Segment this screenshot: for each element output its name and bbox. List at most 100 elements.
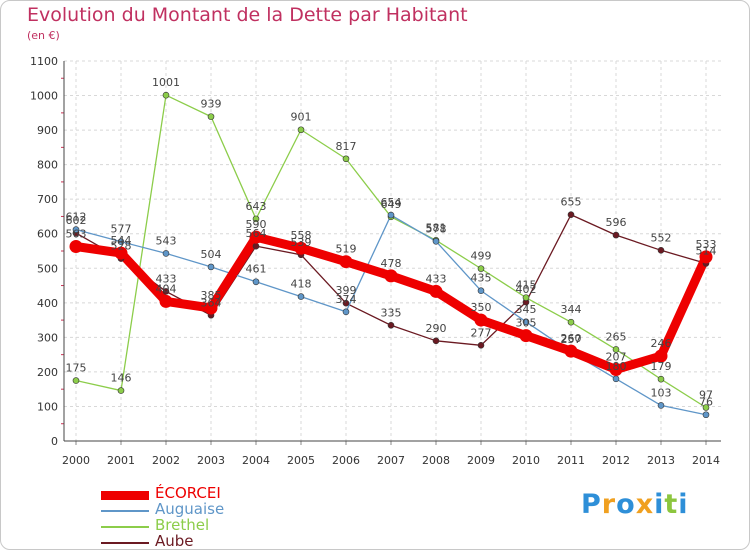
data-point xyxy=(207,113,215,120)
y-tick-label: 600 xyxy=(37,228,58,241)
data-point xyxy=(477,342,485,349)
data-point xyxy=(207,263,215,271)
data-point xyxy=(657,375,665,383)
data-point xyxy=(432,238,440,245)
data-label: 543 xyxy=(156,234,177,247)
data-label: 246 xyxy=(651,337,672,350)
data-label: 399 xyxy=(336,284,357,297)
data-label: 655 xyxy=(561,196,582,209)
logo-letter: i xyxy=(678,489,689,520)
data-point xyxy=(612,375,620,383)
data-label: 277 xyxy=(471,326,492,339)
data-point xyxy=(297,293,305,300)
x-tick-label: 2012 xyxy=(602,454,630,467)
logo-letter: t xyxy=(664,489,679,520)
data-point xyxy=(114,246,128,260)
data-label: 265 xyxy=(606,330,627,343)
chart-title: Evolution du Montant de la Dette par Hab… xyxy=(27,4,468,26)
legend-swatch xyxy=(101,526,149,528)
data-label: 514 xyxy=(696,244,717,257)
data-label: 103 xyxy=(651,386,672,399)
data-point xyxy=(564,344,578,358)
data-point xyxy=(387,321,395,329)
data-label: 175 xyxy=(66,362,87,375)
data-point xyxy=(702,404,710,411)
logo-letter: r xyxy=(601,489,617,520)
data-label: 578 xyxy=(426,222,447,235)
x-tick-label: 2000 xyxy=(62,454,90,467)
logo-letter: i xyxy=(654,489,665,520)
data-point xyxy=(342,155,350,163)
data-label: 649 xyxy=(381,198,402,211)
data-label: 461 xyxy=(246,263,267,276)
plot-area xyxy=(64,61,721,441)
data-point xyxy=(204,301,218,315)
y-tick-label: 1000 xyxy=(30,90,58,103)
data-label: 564 xyxy=(246,227,267,240)
data-label: 612 xyxy=(66,211,87,224)
data-point xyxy=(69,240,83,254)
data-label: 402 xyxy=(516,283,537,296)
data-point xyxy=(72,377,80,384)
data-point xyxy=(699,250,713,264)
proxiti-logo: Proxiti xyxy=(581,489,689,520)
data-point xyxy=(612,346,620,353)
y-tick-label: 300 xyxy=(37,331,58,344)
chart-unit: (en €) xyxy=(27,29,60,42)
data-label: 563 xyxy=(66,228,87,241)
data-point xyxy=(162,250,170,257)
data-label: 257 xyxy=(561,333,582,346)
y-tick-label: 0 xyxy=(51,435,58,448)
logo-letter: P xyxy=(581,489,602,520)
data-point xyxy=(609,362,623,376)
data-label: 207 xyxy=(606,350,627,363)
data-label: 544 xyxy=(111,234,132,247)
data-label: 350 xyxy=(471,301,492,314)
data-label: 901 xyxy=(291,111,312,124)
legend-item: ÉCORCEI xyxy=(101,484,341,503)
data-label: 433 xyxy=(156,272,177,285)
x-tick-label: 2004 xyxy=(242,454,270,467)
legend-item: Brethel xyxy=(101,516,341,535)
data-label: 146 xyxy=(111,372,132,385)
data-label: 478 xyxy=(381,257,402,270)
data-point xyxy=(162,91,170,99)
data-point xyxy=(384,269,398,283)
y-tick-label: 700 xyxy=(37,193,58,206)
y-tick-label: 900 xyxy=(37,124,58,137)
data-point xyxy=(657,247,665,254)
data-point xyxy=(342,308,350,316)
legend-label: Auguaise xyxy=(155,500,225,518)
legend-swatch xyxy=(101,510,149,512)
data-point xyxy=(72,226,80,233)
data-point xyxy=(702,411,710,419)
data-label: 374 xyxy=(336,293,357,306)
data-point xyxy=(252,278,260,286)
x-tick-label: 2007 xyxy=(377,454,405,467)
data-point xyxy=(117,387,125,394)
data-point xyxy=(657,402,665,409)
data-label: 939 xyxy=(201,98,222,111)
data-label: 435 xyxy=(471,272,492,285)
data-point xyxy=(252,215,260,223)
data-label: 364 xyxy=(201,296,222,309)
data-label: 76 xyxy=(699,396,713,409)
y-tick-label: 500 xyxy=(37,262,58,275)
x-tick-label: 2005 xyxy=(287,454,315,467)
data-label: 533 xyxy=(696,238,717,251)
data-label: 552 xyxy=(651,231,672,244)
x-tick-label: 2011 xyxy=(557,454,585,467)
legend-label: ÉCORCEI xyxy=(155,484,221,502)
data-label: 528 xyxy=(111,240,132,253)
data-label: 817 xyxy=(336,140,357,153)
data-label: 499 xyxy=(471,250,492,263)
logo-letter: o xyxy=(616,489,636,520)
data-label: 415 xyxy=(516,279,537,292)
data-point xyxy=(477,265,485,272)
legend-label: Brethel xyxy=(155,516,210,534)
data-point xyxy=(159,294,173,308)
data-point xyxy=(297,126,305,134)
legend-swatch xyxy=(101,542,149,544)
